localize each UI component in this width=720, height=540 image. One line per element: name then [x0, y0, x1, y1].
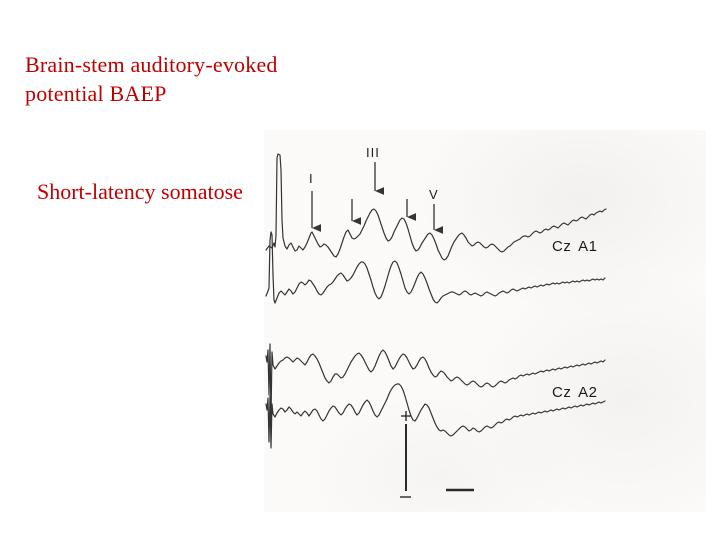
peak-label-V: V: [429, 187, 439, 202]
baep-figure: I III V Cz A1 Cz A2: [264, 130, 706, 512]
waveform-trace: [265, 153, 607, 261]
trace-label-cz-a2: Cz A2: [552, 384, 598, 401]
slide-title-line2: potential BAEP: [25, 81, 167, 106]
waveform-svg: [265, 153, 607, 498]
waveform-trace: [265, 343, 606, 419]
body-text-short-latency: Short-latency somatose: [37, 179, 243, 204]
waveform-trace: [265, 383, 606, 449]
peak-label-I: I: [309, 171, 314, 186]
slide-title-line1: Brain-stem auditory-evoked: [25, 52, 278, 77]
trace-label-cz-a1: Cz A1: [552, 238, 598, 255]
slide-title: Brain-stem auditory-evoked potential BAE…: [25, 50, 278, 108]
waveform-trace: [265, 231, 606, 304]
peak-label-III: III: [366, 145, 380, 160]
